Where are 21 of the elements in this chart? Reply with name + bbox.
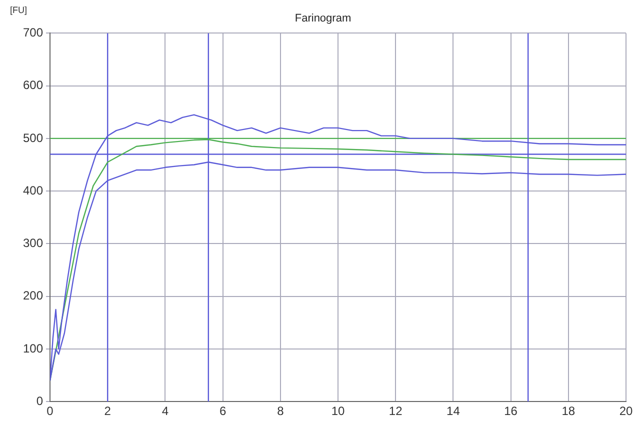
x-tick-label: 2 [104, 404, 112, 418]
x-tick-label: 20 [619, 404, 633, 418]
y-tick-label: 500 [22, 130, 44, 145]
y-tick-label: 600 [22, 78, 44, 92]
x-tick-label: 18 [562, 404, 576, 418]
x-tick-label: 16 [504, 404, 518, 418]
y-tick-label: 300 [22, 236, 44, 250]
x-tick-label: 14 [446, 404, 460, 418]
x-tick-label: 4 [162, 404, 169, 418]
y-tick-label: 400 [22, 183, 44, 198]
y-axis-title: [FU] [10, 4, 27, 15]
y-tick-label: 0 [36, 394, 44, 408]
y-tick-label: 700 [22, 26, 44, 40]
y-tick-label: 100 [22, 341, 44, 356]
y-tick-label: 200 [22, 288, 44, 303]
x-tick-label: 6 [219, 404, 226, 418]
x-tick-label: 0 [46, 404, 54, 418]
x-tick-label: 12 [388, 404, 403, 418]
x-tick-label: 8 [277, 404, 284, 418]
x-tick-label: 10 [331, 404, 346, 418]
chart-title: Farinogram [294, 12, 352, 25]
